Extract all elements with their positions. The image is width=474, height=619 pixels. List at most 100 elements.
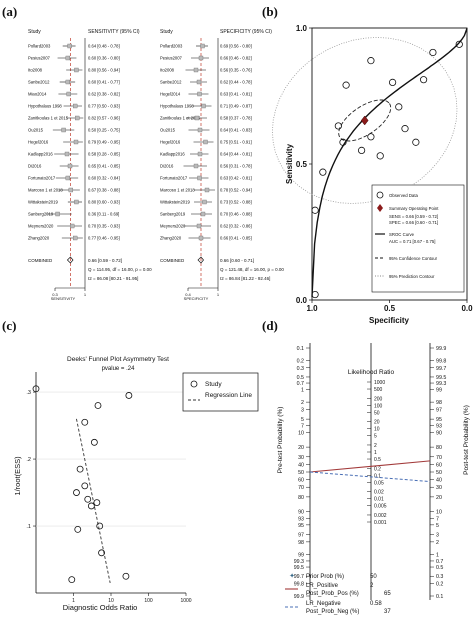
panel-d-fagan: 0.10.20.30.50.71235710203040506070809093… [277,343,470,615]
pretest-tick-label: 99.7 [294,574,304,580]
panel-b-sroc: 1.0 0.5 0.00.00.51.0 Specificity Sensitivi… [272,24,473,325]
forest-point [197,80,201,84]
study-point [69,577,75,583]
forest-value-label: 0.58 [0.28 - 0.85] [88,152,120,157]
forest-study-name: Pollard2003 [28,44,51,49]
forest-point [201,44,205,48]
forest-point [199,236,203,240]
forest-point [201,212,205,216]
forest-value-label: 0.82 [0.57 - 0.96] [88,116,120,121]
funnel-y-tick-label: .3 [26,390,31,396]
sroc-legend-label: Observed Data [389,193,419,198]
study-point [82,419,88,425]
study-point [94,500,100,506]
forest-point [70,224,74,228]
legend-postpos-key: Post_Prob_Pos (%) [306,591,359,597]
posttest-tick-label: 10 [436,509,442,515]
funnel-subtitle: pvalue = .24 [102,366,136,372]
study-point [126,392,132,398]
funnel-title: Deeks' Funnel Plot Asymmetry Test [67,356,169,363]
pretest-tick-label: 20 [298,445,304,451]
funnel-legend: Study Regression Line [183,373,258,411]
forest-study-name: Pollard2003 [160,44,183,49]
lr-tick-label: 0.02 [374,490,384,496]
summary-point [361,116,368,125]
forest-study-name: Wittakstein2019 [28,200,58,205]
pretest-tick-label: 99.8 [294,582,304,588]
forest-header-metric: SPECIFICITY (95% CI) [220,29,272,35]
forest-point [68,164,72,168]
posttest-tick-label: 99.7 [436,366,446,372]
forest-combined-label: 0.66 [0.59 - 0.72] [88,258,122,263]
pretest-tick-label: 0.7 [297,381,304,387]
posttest-tick-label: 80 [436,445,442,451]
forest-point [67,92,71,96]
forest-header-study: Study [160,29,173,35]
sroc-legend: Observed DataSummary Operating PointSENS… [372,185,464,292]
posttest-tick-label: 60 [436,463,442,469]
panel-a-forest: Study SENSITIVITY (95% CI) 0.3 1Pollard20… [28,29,284,301]
forest-point [66,176,70,180]
forest-study-name: Hegel2014 [160,92,181,97]
forest-value-label: 0.80 [0.56 - 0.94] [88,68,120,73]
forest-xlabel: SPECIFICITY [184,296,209,301]
observed-point [312,207,318,213]
forest-point [194,164,198,168]
forest-value-label: 0.66 [0.46 - 0.82] [220,56,252,61]
forest-value-label: 0.64 [0.44 - 0.81] [220,152,252,157]
posttest-tick-label: 99 [436,388,442,394]
legend-lrpos-key: LR_Positive [306,583,339,589]
forest-point [198,128,202,132]
observed-point [402,125,408,131]
pretest-tick-label: 50 [298,470,304,476]
funnel-x-tick-label: 100 [144,598,153,604]
posttest-tick-label: 0.2 [436,582,443,588]
funnel-legend-regression: Regression Line [205,392,252,399]
forest-point [69,188,73,192]
forest-value-label: 0.62 [0.44 - 0.78] [220,80,252,85]
posttest-tick-label: 99.9 [436,346,446,352]
study-point [85,496,91,502]
pretest-tick-label: 99 [298,552,304,558]
forest-value-label: 0.60 [0.41 - 0.77] [88,80,120,85]
specificity-forest-plot: Study SPECIFICITY (95% CI) 0.4 1 Pollard20… [160,29,284,301]
forest-study-name: Miao2014 [28,92,47,97]
posttest-tick-label: 0.1 [436,594,443,600]
panel-label-a: (a) [2,4,17,19]
lr-tick-label: 1000 [374,380,385,386]
pretest-tick-label: 0.3 [297,366,304,372]
posttest-tick-label: 90 [436,431,442,437]
forest-point [204,140,208,144]
forest-point [74,68,78,72]
forest-value-label: 0.71 [0.49 - 0.87] [220,104,252,109]
observed-point [335,123,341,129]
forest-point [203,200,207,204]
forest-study-name: Meyners2020 [160,224,186,229]
forest-study-name: Pesius2007 [28,56,51,61]
forest-combined-label: 0.66 [0.60 - 0.71] [220,258,254,263]
posttest-tick-label: 95 [436,417,442,423]
observed-point [389,79,395,85]
forest-value-label: 0.36 [0.11 - 0.69] [88,212,119,217]
sroc-y-tick-label: 0.0 [296,296,308,305]
forest-value-label: 0.77 [0.50 - 0.93] [88,104,120,109]
forest-value-label: 0.62 [0.38 - 0.82] [88,92,120,97]
observed-point [420,76,426,82]
funnel-x-tick-label: 1000 [180,598,191,604]
pretest-tick-label: 93 [298,516,304,522]
pretest-tick-label: 30 [298,455,304,461]
panel-label-d: (d) [262,318,278,333]
forest-point [199,56,203,60]
forest-value-label: 0.56 [0.31 - 0.78] [220,164,252,169]
posttest-tick-label: 0.5 [436,565,443,571]
pretest-tick-label: 60 [298,477,304,483]
sroc-y-tick-label: 1.0 [296,24,308,33]
forest-x-tick-label: 1 [217,292,220,297]
forest-study-name: Pesius2007 [160,56,183,61]
forest-value-label: 0.50 [0.25 - 0.75] [88,128,120,133]
study-point [123,573,129,579]
posttest-tick-label: 40 [436,477,442,483]
sensitivity-forest-plot: Study SENSITIVITY (95% CI) 0.3 1 Pollard20… [28,29,152,301]
observed-point [413,139,419,145]
study-point [82,483,88,489]
